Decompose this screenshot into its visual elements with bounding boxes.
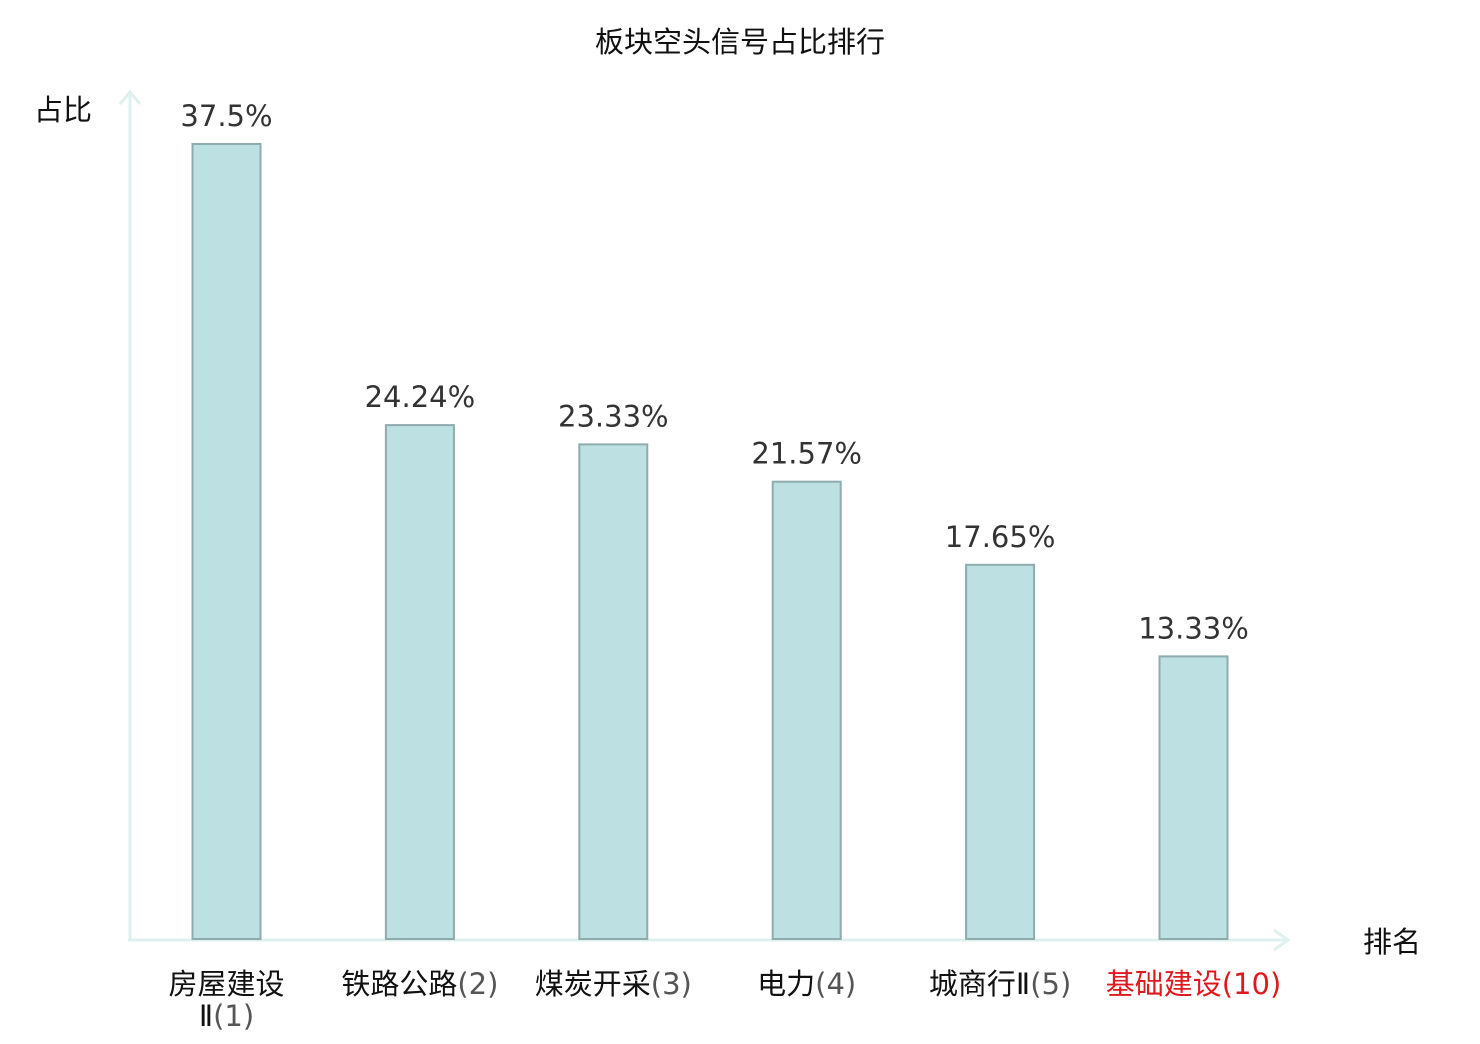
value-label-1: 37.5% [180, 99, 272, 133]
category-rank: (4) [815, 967, 856, 1001]
value-label-3: 23.33% [558, 399, 669, 433]
category-rank: Ⅱ(1) [199, 999, 254, 1033]
svg-text:铁路公路(2): 铁路公路(2) [341, 967, 498, 1001]
category-rank: (3) [651, 967, 692, 1001]
category-name: 铁路公路 [341, 967, 457, 1001]
bar-6 [1158, 655, 1229, 941]
bar-3 [578, 443, 649, 940]
bar-1 [191, 143, 262, 940]
value-label-6: 13.33% [1138, 611, 1249, 645]
axes [118, 89, 1291, 952]
value-labels: 37.5% 24.24% 23.33% 21.57% 17.65% 13.33% [180, 99, 1248, 645]
y-axis-arrow-icon [118, 89, 142, 105]
value-label-4: 21.57% [751, 437, 862, 471]
bar-2 [384, 424, 455, 941]
svg-text:煤炭开采(3): 煤炭开采(3) [535, 967, 692, 1001]
category-name: 城商行Ⅱ [929, 967, 1030, 1001]
bars [191, 143, 1229, 941]
bar-5 [965, 563, 1036, 940]
chart-title: 板块空头信号占比排行 [595, 25, 885, 59]
x-axis-arrow-icon [1273, 928, 1291, 952]
x-axis-label: 排名 [1363, 925, 1421, 959]
category-label-2: 铁路公路(2) [341, 967, 498, 1001]
category-label-3: 煤炭开采(3) [535, 967, 692, 1001]
category-label-4: 电力(4) [757, 967, 856, 1001]
svg-text:基础建设(10): 基础建设(10) [1106, 967, 1282, 1001]
value-label-2: 24.24% [365, 380, 476, 414]
bar-4 [771, 480, 842, 940]
category-label-6: 基础建设(10) [1106, 967, 1282, 1001]
category-rank: (2) [457, 967, 498, 1001]
category-name: 电力 [757, 967, 815, 1001]
category-rank: (5) [1030, 967, 1071, 1001]
category-name: 基础建设 [1106, 967, 1222, 1001]
y-axis-label: 占比 [34, 93, 92, 127]
value-label-5: 17.65% [945, 520, 1056, 554]
svg-text:电力(4): 电力(4) [757, 967, 856, 1001]
svg-text:城商行Ⅱ(5): 城商行Ⅱ(5) [929, 967, 1071, 1001]
category-label-5: 城商行Ⅱ(5) [929, 967, 1071, 1001]
category-name: 房屋建设 [168, 967, 284, 1001]
category-rank: (10) [1222, 967, 1282, 1001]
category-name: 煤炭开采 [535, 967, 651, 1001]
